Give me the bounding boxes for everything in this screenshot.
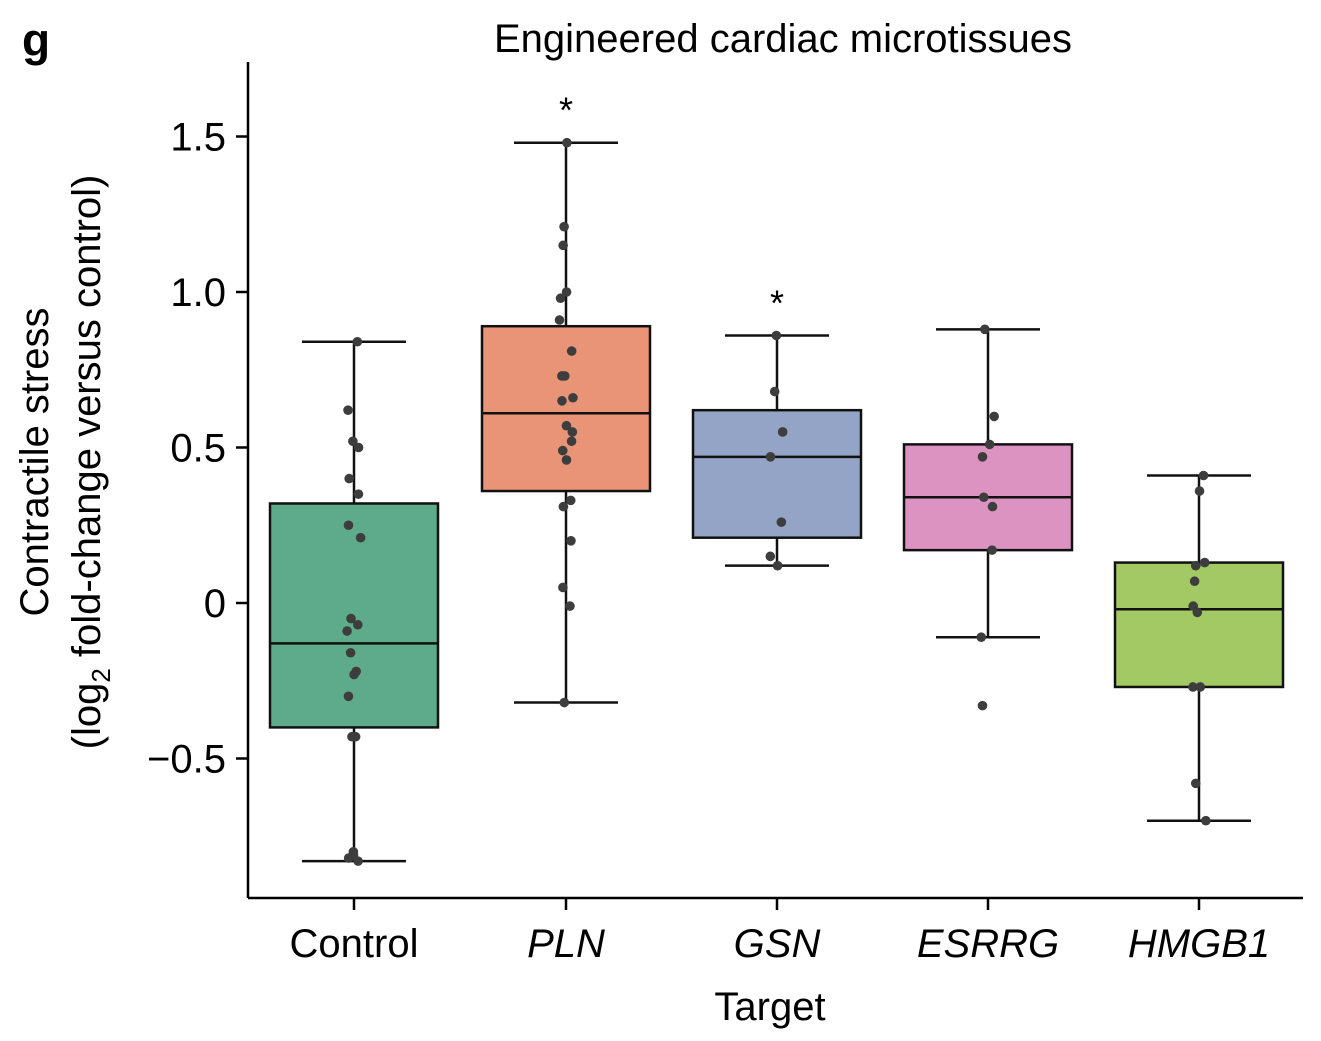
data-point — [769, 386, 780, 397]
chart-title: Engineered cardiac microtissues — [494, 17, 1072, 61]
data-point — [566, 436, 577, 447]
data-point — [562, 137, 572, 148]
data-point — [771, 330, 782, 341]
data-point — [555, 293, 566, 304]
data-point — [560, 371, 570, 381]
data-point — [776, 517, 787, 527]
data-point — [565, 601, 575, 611]
data-point — [1194, 486, 1205, 496]
significance-marker: * — [770, 283, 784, 324]
data-point — [1188, 682, 1198, 692]
data-point — [977, 452, 988, 462]
data-point — [343, 405, 353, 415]
data-point — [1190, 560, 1201, 571]
data-point — [1195, 682, 1206, 692]
data-point — [765, 452, 776, 462]
data-point — [353, 489, 364, 499]
y-tick-label: 0.5 — [170, 427, 226, 471]
y-tick-label: 1.0 — [170, 271, 226, 315]
data-point — [352, 336, 363, 347]
data-point — [565, 495, 576, 506]
data-point — [765, 551, 776, 562]
data-point — [345, 647, 356, 658]
data-point — [976, 632, 987, 643]
y-tick-label: 0 — [204, 582, 226, 626]
data-point — [1189, 576, 1200, 587]
data-point — [977, 700, 988, 711]
iqr-box — [691, 408, 863, 539]
data-point — [987, 545, 997, 555]
x-tick-label: ESRRG — [917, 922, 1059, 966]
data-point — [344, 473, 354, 484]
data-point — [559, 697, 570, 708]
data-point — [355, 532, 366, 543]
iqr-box — [1113, 561, 1285, 689]
panel-label: g — [22, 14, 50, 66]
y-axis-title-line1: Contractile stress — [13, 308, 57, 617]
data-point — [557, 445, 568, 456]
y-axis-title-prefix: (log — [65, 683, 109, 750]
x-tick-label: GSN — [734, 922, 821, 966]
x-tick-label: Control — [290, 922, 419, 966]
data-point — [1190, 778, 1201, 789]
data-point — [353, 442, 364, 453]
data-point — [349, 669, 359, 680]
y-tick-label: 1.5 — [170, 116, 226, 160]
y-axis-title-suffix: fold-change versus control) — [65, 175, 109, 669]
data-point — [350, 731, 361, 742]
data-point — [554, 315, 565, 325]
data-point — [987, 501, 998, 512]
data-point — [561, 455, 572, 465]
data-point — [343, 520, 354, 531]
data-point — [558, 582, 568, 593]
x-tick-label: PLN — [527, 922, 605, 966]
data-point — [1192, 607, 1203, 618]
data-point — [353, 856, 363, 866]
data-point — [978, 492, 989, 503]
data-point — [561, 287, 572, 297]
data-point — [567, 427, 578, 437]
data-point — [558, 501, 569, 512]
y-axis-title-subscript: 2 — [86, 668, 116, 682]
data-point — [989, 411, 999, 422]
data-point — [1201, 815, 1211, 826]
data-point — [777, 427, 788, 437]
data-point — [346, 613, 356, 624]
data-point — [353, 619, 363, 630]
data-point — [568, 392, 578, 403]
y-axis-title: Contractile stress (log2 fold-change ver… — [13, 175, 116, 750]
significance-marker: * — [559, 90, 573, 131]
data-point — [557, 396, 567, 406]
x-axis-title: Target — [714, 985, 825, 1029]
data-point — [561, 420, 572, 431]
data-point — [566, 536, 576, 546]
x-tick-label: HMGB1 — [1128, 922, 1270, 966]
data-point — [566, 346, 577, 356]
data-point — [343, 691, 354, 702]
data-point — [980, 324, 990, 335]
data-point — [348, 436, 358, 447]
data-point — [342, 626, 352, 636]
iqr-box — [480, 324, 652, 493]
data-point — [558, 240, 568, 251]
data-point — [772, 560, 783, 571]
data-point — [559, 221, 569, 232]
data-point — [1199, 557, 1210, 568]
y-axis-title-line2: (log2 fold-change versus control) — [65, 175, 116, 750]
plot-area: −0.5 0 0.5 1.0 1.5 Control PLN * GSN * ESRRG HMGB1 — [147, 62, 1303, 966]
data-point — [984, 439, 995, 450]
data-point — [1198, 470, 1209, 481]
y-tick-label: −0.5 — [147, 738, 226, 782]
data-point — [343, 853, 354, 863]
